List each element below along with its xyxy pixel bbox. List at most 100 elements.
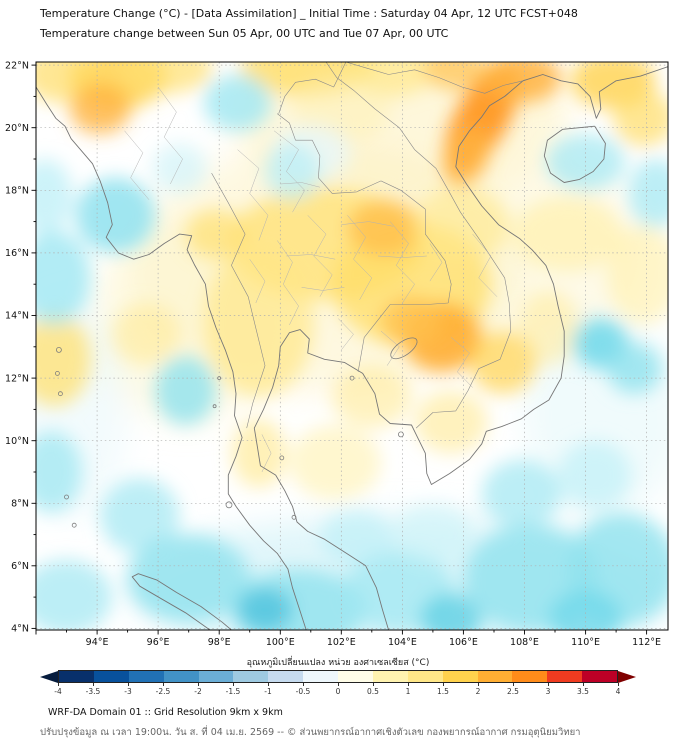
colorbar-segment <box>198 671 234 682</box>
colorbar-tick-label: 0 <box>335 687 341 696</box>
colorbar-tick-label: 4 <box>615 687 621 696</box>
lat-tick-label: 8°N <box>11 499 29 510</box>
map-title-line2: Temperature change between Sun 05 Apr, 0… <box>40 27 449 40</box>
colorbar-segment <box>163 671 199 682</box>
lat-tick-label: 10°N <box>5 436 29 447</box>
colorbar-tick-mark <box>373 683 374 686</box>
lat-tick-label: 6°N <box>11 561 29 572</box>
colorbar <box>40 670 636 683</box>
colorbar-right-arrow <box>618 670 636 683</box>
colorbar-tick-label: 0.5 <box>367 687 379 696</box>
lon-tick-label: 100°E <box>266 637 295 648</box>
map-title-line1: Temperature Change (°C) - [Data Assimila… <box>40 7 578 20</box>
heat-blob <box>237 587 293 630</box>
heat-blob <box>36 312 91 407</box>
heat-blob <box>613 90 668 147</box>
province-borders <box>124 86 498 473</box>
province-line <box>124 130 150 200</box>
island <box>64 494 69 500</box>
heat-blob <box>628 159 668 228</box>
heat-blob <box>155 356 217 425</box>
province-line <box>307 215 333 297</box>
heat-blob <box>36 159 73 235</box>
heat-blob <box>203 74 272 131</box>
heat-blob <box>152 143 207 194</box>
heat-blob <box>332 365 412 429</box>
heat-blob <box>265 143 320 200</box>
colorbar-tick-mark <box>93 683 94 686</box>
province-line <box>261 434 272 473</box>
colorbar-segment <box>303 671 338 682</box>
colorbar-tick-mark <box>548 683 549 686</box>
colorbar-segment <box>407 671 443 682</box>
colorbar-tick-label: 3.5 <box>577 687 589 696</box>
province-line <box>347 215 373 300</box>
island <box>57 391 63 397</box>
border-line <box>211 172 266 429</box>
border-line <box>357 302 449 372</box>
heat-blob <box>423 62 485 91</box>
border-line <box>277 113 452 304</box>
colorbar-tick-mark <box>233 683 234 686</box>
lon-tick-label: 96°E <box>147 637 170 648</box>
heat-blob <box>481 459 562 529</box>
coastline <box>131 573 232 630</box>
colorbar-segment <box>93 671 129 682</box>
lat-tick-label: 14°N <box>5 311 29 322</box>
heat-blob <box>347 199 421 257</box>
colorbar-gradient <box>58 670 618 683</box>
province-line <box>380 330 400 366</box>
province-line <box>280 182 320 188</box>
heat-blob <box>112 303 180 366</box>
border-line <box>345 62 524 94</box>
coastline <box>543 125 606 183</box>
colorbar-tick-row: -4 -3.5 -3 -2.5 -2 -1.5 -1 -0.5 0 0.5 1 1.5 2 2.5 3 3.5… <box>0 683 676 699</box>
lon-tick-label: 108°E <box>510 637 539 648</box>
heat-blob <box>549 590 623 630</box>
heat-blob <box>414 390 488 454</box>
lon-tick-label: 112°E <box>632 637 661 648</box>
province-line <box>237 149 269 241</box>
lon-tick-label: 104°E <box>388 637 417 648</box>
island <box>217 376 222 381</box>
map-frame <box>35 61 669 631</box>
heat-blob <box>36 559 113 630</box>
map-svg: 94°E 96°E 98°E 100°E 102°E 104°E 106°E 108°E 110… <box>5 60 669 648</box>
colorbar-tick-mark <box>128 683 129 686</box>
colorbar-tick-label: 3 <box>545 687 551 696</box>
heat-blob <box>512 196 623 272</box>
colorbar-segment <box>372 671 408 682</box>
lon-tick-label: 102°E <box>327 637 356 648</box>
colorbar-tick-mark <box>618 683 619 686</box>
lat-tick-label: 4°N <box>11 624 29 635</box>
heat-blob <box>469 331 537 394</box>
graticule <box>36 62 668 630</box>
province-line <box>276 240 299 326</box>
island <box>397 431 404 438</box>
border-line <box>278 62 347 114</box>
heat-blob <box>606 343 662 394</box>
colorbar-tick-label: 1 <box>405 687 411 696</box>
colorbar-tick-mark <box>163 683 164 686</box>
colorbar-tick-mark <box>58 683 59 686</box>
province-line <box>157 86 183 185</box>
colorbar-left-arrow <box>40 670 58 683</box>
heat-blob <box>231 418 287 488</box>
province-line <box>429 243 443 282</box>
island <box>225 501 233 509</box>
island <box>71 522 77 528</box>
footer-domain-info: WRF-DA Domain 01 :: Grid Resolution 9km … <box>48 707 283 718</box>
heat-blob <box>420 594 482 630</box>
colorbar-tick-label: -3 <box>124 687 132 696</box>
province-line <box>338 318 354 351</box>
heat-blob <box>289 425 381 501</box>
heat-blob <box>411 187 510 263</box>
colorbar-segment <box>477 671 513 682</box>
heat-blob <box>481 62 562 103</box>
heat-blob <box>518 290 580 366</box>
province-line <box>301 287 345 291</box>
lon-tick-label: 94°E <box>86 637 109 648</box>
colorbar-tick-label: -4 <box>54 687 62 696</box>
colorbar-segment <box>268 671 304 682</box>
country-borders <box>211 62 524 429</box>
